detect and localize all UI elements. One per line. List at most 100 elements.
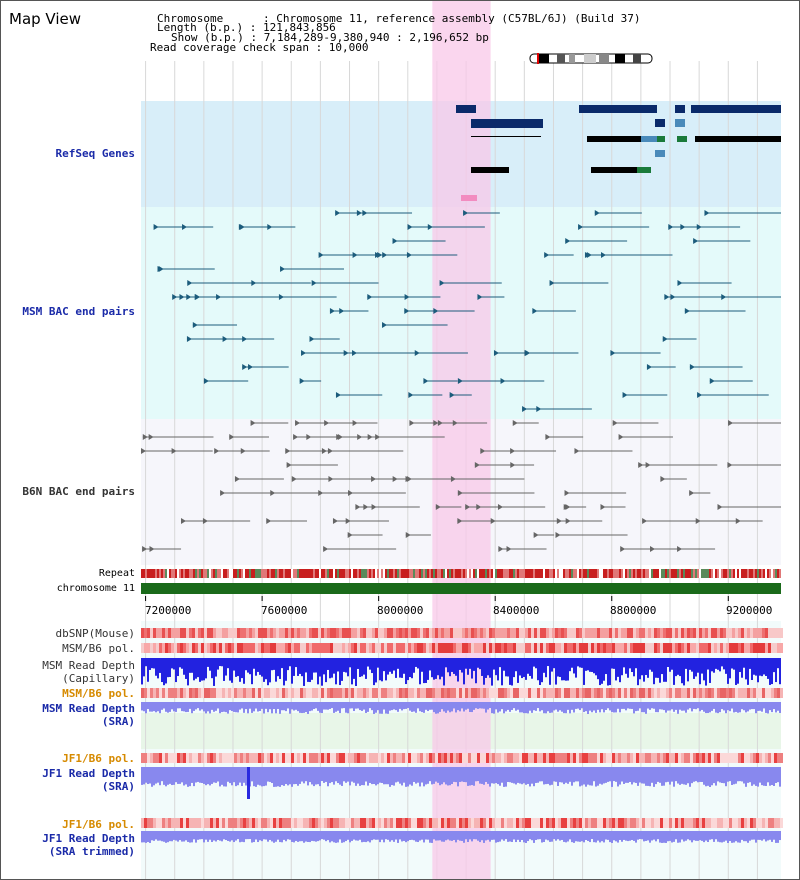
- msm-read-depth-capillary-label[interactable]: MSM Read Depth (Capillary): [42, 659, 135, 685]
- jf1-trim-depth-bar: [383, 831, 385, 843]
- msm-b6-pol-sra-heat: [369, 688, 372, 698]
- msm-bac-pair-end: [356, 210, 362, 216]
- jf1-b6-pol-heat: [588, 753, 591, 763]
- repeat-segment: [481, 569, 483, 578]
- msm-capillary-depth-bar: [485, 658, 487, 678]
- msm-sra-depth-bar: [773, 702, 775, 710]
- jf1-b6-pol-heat: [774, 753, 777, 763]
- msm-b6-pol-sra-heat: [507, 688, 510, 698]
- jf1-trim-depth-bar: [407, 831, 409, 842]
- repeat-label: Repeat: [98, 568, 135, 579]
- msm-sra-depth-bar: [767, 702, 769, 714]
- msm-bac-label[interactable]: MSM BAC end pairs: [22, 305, 135, 318]
- refseq-genes-label[interactable]: RefSeq Genes: [55, 147, 135, 160]
- jf1-sra-depth-bar: [575, 767, 577, 782]
- jf1-b6-pol-label[interactable]: JF1/B6 pol.: [62, 752, 135, 765]
- msm-b6-pol-sra-heat: [579, 688, 582, 698]
- jf1-trim-depth-bar: [629, 831, 631, 841]
- jf1-trim-depth-bar: [691, 831, 693, 843]
- dbsnp-heat: [537, 628, 540, 638]
- jf1-b6-pol-trim-heat: [597, 818, 600, 828]
- dbsnp-heat: [237, 628, 240, 638]
- msm-capillary-depth-bar: [623, 658, 625, 668]
- dbsnp-heat: [684, 628, 687, 638]
- jf1-sra-depth-bar: [495, 767, 497, 784]
- jf1-trim-depth-bar: [183, 831, 185, 842]
- jf1-read-depth-trimmed-label[interactable]: JF1 Read Depth (SRA trimmed): [42, 832, 135, 858]
- jf1-trim-depth-bar: [279, 831, 281, 843]
- coverage-span-line: Read coverage check span : 10,000: [150, 41, 369, 54]
- dbsnp-heat: [651, 628, 654, 638]
- msm-b6-pol-heat: [702, 643, 705, 653]
- msm-sra-depth-bar: [501, 702, 503, 710]
- repeat-segment: [741, 569, 743, 578]
- msm-capillary-depth-bar: [611, 658, 613, 669]
- msm-b6-pol-sra-heat: [276, 688, 279, 698]
- dbsnp-heat: [576, 628, 579, 638]
- msm-b6-pol-heat: [447, 643, 450, 653]
- msm-b6-pol-heat: [492, 643, 495, 653]
- b6n-bac-label[interactable]: B6N BAC end pairs: [22, 485, 135, 498]
- msm-b6-pol-heat: [522, 643, 525, 653]
- msm-capillary-depth-bar: [271, 658, 273, 671]
- jf1-b6-pol-heat: [387, 753, 390, 763]
- jf1-b6-pol-trim-heat: [309, 818, 312, 828]
- jf1-b6-pol-heat: [150, 753, 153, 763]
- jf1-b6-pol-trim-label[interactable]: JF1/B6 pol.: [62, 818, 135, 831]
- dbsnp-heat: [648, 628, 651, 638]
- repeat-segment: [687, 569, 689, 578]
- msm-b6-pol-heat: [777, 643, 780, 653]
- repeat-segment: [447, 569, 449, 578]
- msm-b6-pol-heat: [735, 643, 738, 653]
- msm-capillary-depth-bar: [297, 658, 299, 676]
- jf1-sra-depth-bar: [355, 767, 357, 786]
- repeat-segment: [231, 569, 233, 578]
- msm-capillary-depth-bar: [547, 658, 549, 667]
- jf1-sra-depth-bar: [773, 767, 775, 786]
- jf1-sra-depth-bar: [333, 767, 335, 785]
- repeat-segment: [295, 569, 297, 578]
- jf1-depth-spike: [247, 767, 250, 799]
- msm-sra-depth-bar: [681, 702, 683, 711]
- msm-b6-pol-sra-heat: [420, 688, 423, 698]
- msm-b6-pol-sra-label[interactable]: MSM/B6 pol.: [62, 687, 135, 700]
- dbsnp-label[interactable]: dbSNP(Mouse): [55, 627, 135, 640]
- jf1-trim-depth-bar: [667, 831, 669, 842]
- msm-sra-depth-bar: [661, 702, 663, 710]
- msm-b6-pol-label[interactable]: MSM/B6 pol.: [62, 642, 135, 655]
- msm-capillary-depth-bar: [707, 658, 709, 670]
- msm-b6-pol-heat: [738, 643, 741, 653]
- jf1-b6-pol-trim-heat: [513, 818, 516, 828]
- jf1-b6-pol-trim-heat: [261, 818, 264, 828]
- b6n-bac-pair-end: [457, 518, 463, 524]
- msm-b6-pol-heat: [150, 643, 153, 653]
- jf1-sra-depth-bar: [413, 767, 415, 782]
- b6n-bac-pair-end: [642, 518, 648, 524]
- msm-read-depth-sra-label[interactable]: MSM Read Depth (SRA): [42, 702, 135, 728]
- jf1-trim-depth-bar: [273, 831, 275, 843]
- dbsnp-heat: [291, 628, 294, 638]
- dbsnp-heat: [387, 628, 390, 638]
- repeat-segment: [619, 569, 621, 578]
- jf1-read-depth-sra-label[interactable]: JF1 Read Depth (SRA): [42, 767, 135, 793]
- msm-b6-pol-sra-heat: [147, 688, 150, 698]
- jf1-b6-pol-trim-heat: [708, 818, 711, 828]
- repeat-segment: [549, 569, 551, 578]
- msm-b6-pol-heat: [654, 643, 657, 653]
- msm-b6-pol-sra-heat: [144, 688, 147, 698]
- msm-capillary-depth-bar: [527, 658, 529, 674]
- jf1-b6-pol-heat: [519, 753, 522, 763]
- chromosome-ideogram[interactable]: [529, 53, 653, 65]
- repeat-segment: [645, 569, 647, 578]
- msm-capillary-depth-bar: [429, 658, 431, 671]
- jf1-trim-depth-bar: [647, 831, 649, 841]
- msm-sra-depth-bar: [707, 702, 709, 714]
- msm-b6-pol-heat: [357, 643, 360, 653]
- repeat-segment: [349, 569, 351, 578]
- repeat-segment: [235, 569, 237, 578]
- dbsnp-heat: [726, 628, 729, 638]
- jf1-trim-depth-bar: [221, 831, 223, 842]
- dbsnp-heat: [180, 628, 183, 638]
- msm-sra-depth-bar: [269, 702, 271, 710]
